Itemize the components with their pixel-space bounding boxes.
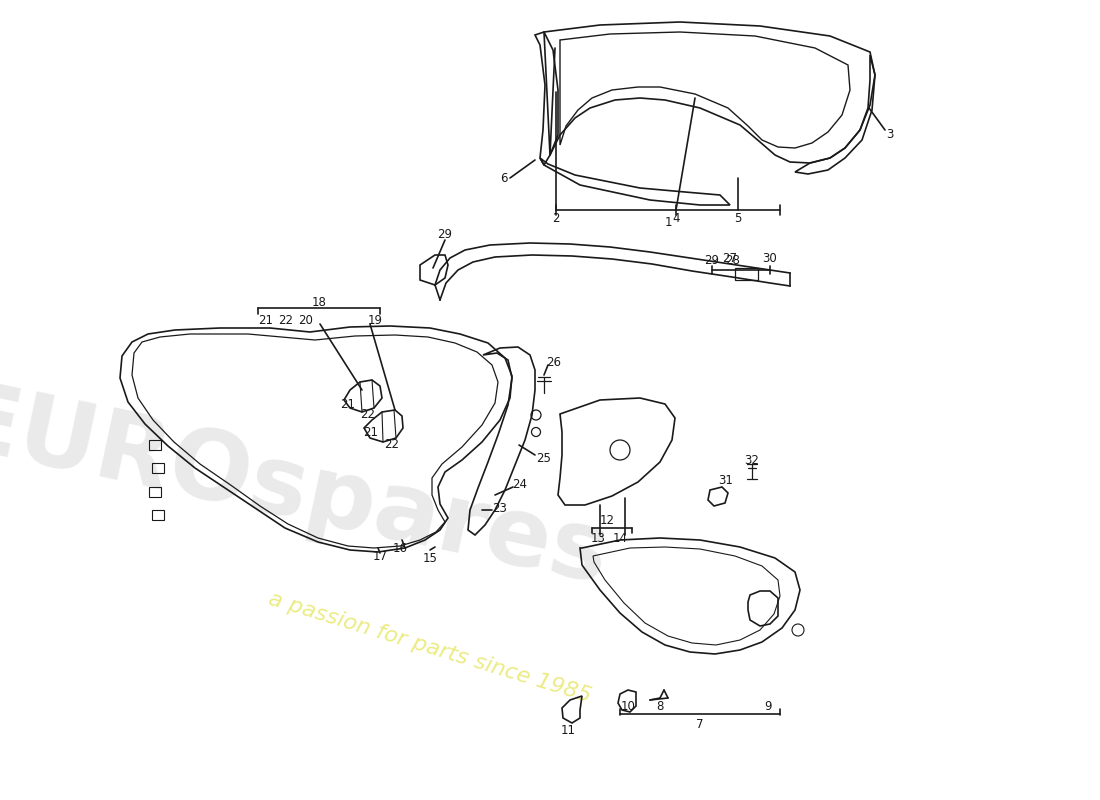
Text: 24: 24	[513, 478, 528, 491]
Text: 12: 12	[600, 514, 615, 526]
Text: 32: 32	[745, 454, 759, 466]
Text: 31: 31	[718, 474, 734, 486]
Text: 2: 2	[552, 211, 560, 225]
Text: 21: 21	[258, 314, 274, 326]
Text: 6: 6	[500, 171, 508, 185]
Text: 5: 5	[735, 211, 741, 225]
Text: 19: 19	[367, 314, 383, 326]
Text: 18: 18	[311, 295, 327, 309]
Text: 11: 11	[561, 723, 575, 737]
Text: 3: 3	[887, 129, 893, 142]
Text: 29: 29	[438, 227, 452, 241]
Text: 13: 13	[591, 531, 605, 545]
Text: 29: 29	[704, 254, 719, 266]
Text: 27: 27	[723, 251, 737, 265]
Text: 20: 20	[298, 314, 314, 326]
Text: a passion for parts since 1985: a passion for parts since 1985	[266, 590, 594, 706]
Text: 21: 21	[363, 426, 378, 439]
Text: 1: 1	[664, 215, 672, 229]
Text: 22: 22	[385, 438, 399, 450]
Text: 28: 28	[726, 254, 740, 266]
Text: 17: 17	[373, 550, 387, 562]
Text: 22: 22	[361, 409, 375, 422]
Text: 22: 22	[278, 314, 294, 326]
Text: 14: 14	[613, 531, 627, 545]
Text: 25: 25	[537, 451, 551, 465]
Text: 4: 4	[672, 211, 680, 225]
Text: 7: 7	[696, 718, 704, 730]
Text: 15: 15	[422, 551, 438, 565]
Text: 8: 8	[657, 699, 663, 713]
Text: 16: 16	[393, 542, 407, 554]
Text: 21: 21	[341, 398, 355, 411]
Text: EUROspares: EUROspares	[0, 375, 616, 605]
Text: 30: 30	[762, 251, 778, 265]
Text: 23: 23	[493, 502, 507, 514]
Text: 26: 26	[547, 355, 561, 369]
Text: 10: 10	[620, 699, 636, 713]
Text: 9: 9	[764, 699, 772, 713]
